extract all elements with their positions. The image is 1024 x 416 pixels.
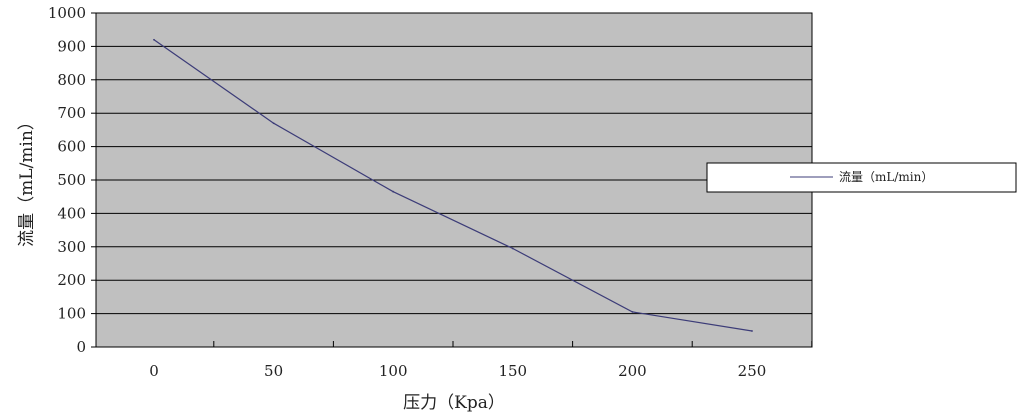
y-tick-label: 1000 — [48, 4, 86, 22]
x-tick-label: 100 — [379, 362, 408, 380]
x-axis-tick-labels: 0 50 100 150 200 250 — [149, 362, 766, 380]
y-tick-label: 700 — [57, 104, 86, 122]
series-line — [153, 39, 753, 332]
y-axis-title: 流量（mL/min） — [17, 113, 37, 247]
y-axis-tick-labels: 0 100 200 300 400 500 600 700 800 900 1000 — [48, 4, 86, 356]
x-tick-label: 200 — [618, 362, 647, 380]
x-tick-label: 150 — [498, 362, 527, 380]
gridlines — [91, 12, 812, 348]
y-tick-label: 500 — [57, 171, 86, 189]
data-point — [392, 190, 395, 193]
legend-label: 流量（mL/min） — [839, 170, 933, 184]
y-tick-label: 300 — [57, 238, 86, 256]
data-point — [153, 38, 155, 41]
data-point — [631, 311, 634, 313]
legend-box — [706, 162, 1017, 193]
legend: 流量（mL/min） — [706, 162, 1017, 193]
data-point — [272, 122, 275, 125]
y-tick-label: 600 — [57, 138, 86, 156]
y-tick-label: 900 — [57, 37, 86, 55]
y-tick-label: 0 — [76, 338, 86, 356]
x-tick-label: 250 — [738, 362, 767, 380]
x-tick-label: 50 — [264, 362, 283, 380]
x-axis-ticks — [213, 341, 813, 347]
data-point — [751, 330, 753, 332]
x-axis-title: 压力（Kpa） — [403, 393, 505, 413]
x-tick-label: 0 — [149, 362, 159, 380]
y-tick-label: 400 — [57, 204, 86, 222]
y-tick-label: 200 — [57, 271, 86, 289]
data-point — [511, 247, 514, 250]
y-tick-label: 800 — [57, 71, 86, 89]
y-tick-label: 100 — [57, 305, 86, 323]
series-layer — [153, 38, 753, 332]
